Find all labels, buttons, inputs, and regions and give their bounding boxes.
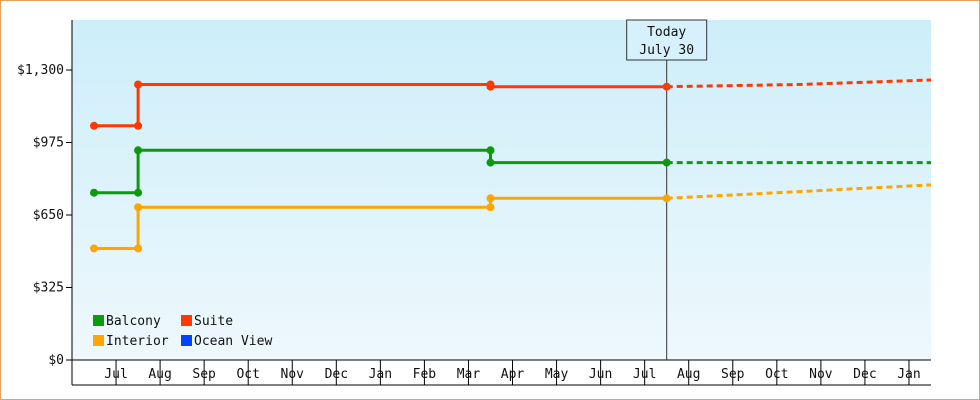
suite-point bbox=[486, 82, 495, 91]
legend-label-interior: Interior bbox=[106, 334, 169, 349]
suite-point bbox=[134, 80, 143, 89]
interior-point bbox=[662, 194, 671, 203]
today-box bbox=[626, 19, 708, 61]
legend-swatch-suite bbox=[181, 315, 192, 326]
x-tick-label: Jan bbox=[369, 367, 392, 382]
x-tick-label: Dec bbox=[853, 367, 876, 382]
interior-point bbox=[90, 244, 99, 253]
interior-line bbox=[94, 196, 667, 250]
suite-line bbox=[94, 83, 667, 128]
x-tick-label: Jul bbox=[104, 367, 127, 382]
y-tick-label: $975 bbox=[33, 136, 64, 151]
legend-label-ocean-view: Ocean View bbox=[194, 334, 272, 349]
suite-point bbox=[662, 82, 671, 91]
today-label: Today bbox=[647, 25, 686, 40]
balcony-point bbox=[486, 158, 495, 167]
balcony-line bbox=[94, 148, 667, 195]
interior-point bbox=[134, 203, 143, 212]
x-tick-label: Aug bbox=[148, 367, 171, 382]
suite-point bbox=[90, 121, 99, 130]
today-date: July 30 bbox=[639, 43, 694, 58]
x-tick-label: Dec bbox=[325, 367, 348, 382]
y-tick-label: $325 bbox=[33, 281, 64, 296]
balcony-point bbox=[134, 146, 143, 155]
legend-swatch-balcony bbox=[93, 315, 104, 326]
x-tick-label: Sep bbox=[721, 367, 745, 382]
y-tick-label: $650 bbox=[33, 208, 64, 223]
x-tick-label: Nov bbox=[281, 367, 305, 382]
plot-area bbox=[72, 20, 931, 360]
y-tick-label: $0 bbox=[48, 353, 64, 368]
balcony-point bbox=[662, 158, 671, 167]
interior-point bbox=[486, 203, 495, 212]
suite-point bbox=[134, 121, 143, 130]
interior-point bbox=[134, 244, 143, 253]
balcony-point bbox=[134, 188, 143, 197]
x-tick-label: Nov bbox=[809, 367, 833, 382]
interior-point bbox=[486, 194, 495, 203]
x-tick-label: Jan bbox=[897, 367, 920, 382]
x-tick-label: Oct bbox=[765, 367, 788, 382]
legend-swatch-interior bbox=[93, 335, 104, 346]
x-tick-label: Jul bbox=[633, 367, 656, 382]
x-tick-label: Aug bbox=[677, 367, 700, 382]
x-tick-label: Jun bbox=[589, 367, 612, 382]
x-tick-label: Sep bbox=[192, 367, 216, 382]
x-tick-label: May bbox=[545, 367, 569, 382]
x-tick-label: Oct bbox=[236, 367, 259, 382]
y-tick-label: $1,300 bbox=[17, 63, 64, 78]
legend-label-suite: Suite bbox=[194, 314, 233, 329]
x-tick-label: Feb bbox=[413, 367, 437, 382]
suite-forecast-line bbox=[666, 78, 932, 89]
interior-forecast-line bbox=[666, 183, 932, 200]
x-tick-label: Mar bbox=[457, 367, 481, 382]
x-tick-label: Apr bbox=[501, 367, 525, 382]
legend-swatch-ocean-view bbox=[181, 335, 192, 346]
balcony-point bbox=[486, 146, 495, 155]
balcony-point bbox=[90, 188, 99, 197]
legend-label-balcony: Balcony bbox=[106, 314, 161, 329]
